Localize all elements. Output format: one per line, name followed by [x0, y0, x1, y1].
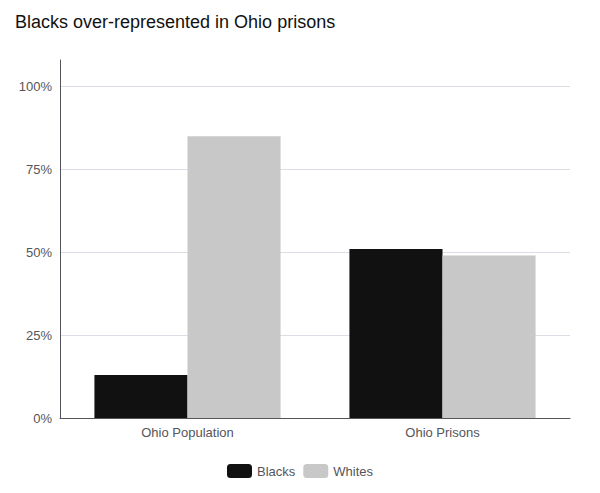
- svg-text:Ohio Prisons: Ohio Prisons: [405, 425, 480, 440]
- svg-text:0%: 0%: [33, 411, 52, 426]
- svg-text:Whites: Whites: [333, 464, 373, 479]
- svg-text:25%: 25%: [26, 328, 52, 343]
- svg-text:100%: 100%: [19, 79, 53, 94]
- svg-text:75%: 75%: [26, 162, 52, 177]
- svg-text:Ohio Population: Ohio Population: [141, 425, 234, 440]
- svg-text:Blacks: Blacks: [257, 464, 296, 479]
- svg-text:Blacks over-represented in Ohi: Blacks over-represented in Ohio prisons: [15, 12, 335, 32]
- svg-text:50%: 50%: [26, 245, 52, 260]
